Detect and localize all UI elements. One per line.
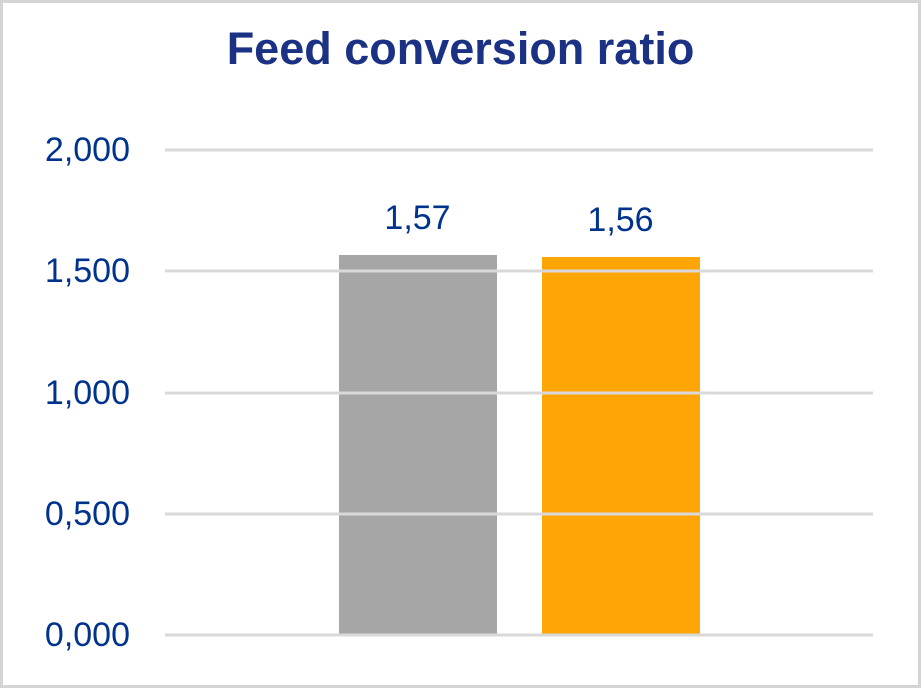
chart-title: Feed conversion ratio	[226, 23, 695, 74]
gridline	[165, 269, 873, 273]
gridline	[165, 391, 873, 394]
y-tick-label: 1,000	[44, 373, 130, 412]
series-1-value-label: 1,57	[384, 198, 451, 237]
plot-area: 1,57 1,56	[165, 148, 873, 637]
y-axis: 2,000 1,500 1,000 0,500 0,000	[8, 133, 130, 652]
bars-row: 1,57 1,56	[165, 150, 873, 636]
y-tick-label: 0,000	[44, 616, 130, 654]
gridline	[165, 148, 873, 152]
series-1-bar: 1,57	[338, 201, 497, 636]
y-tick-label: 0,500	[44, 494, 130, 533]
series-2-bar: 1,56	[541, 203, 700, 636]
gridline	[165, 633, 873, 637]
gridline	[165, 512, 873, 516]
series-2-value-label: 1,56	[587, 200, 654, 239]
y-tick-label: 1,500	[44, 252, 130, 291]
y-tick-label: 2,000	[44, 131, 130, 169]
